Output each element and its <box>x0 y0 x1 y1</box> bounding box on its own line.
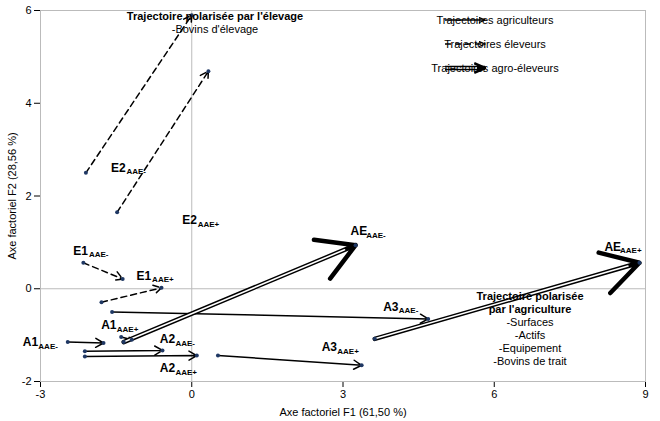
svg-text:A2: A2 <box>160 332 176 346</box>
svg-text:AAE-: AAE- <box>175 339 195 348</box>
svg-text:-Bovins d'élevage: -Bovins d'élevage <box>172 23 259 35</box>
svg-text:AAE+: AAE+ <box>175 368 197 377</box>
svg-text:Trajectoire polarisée par l'él: Trajectoire polarisée par l'élevage <box>127 10 303 22</box>
svg-text:AAE+: AAE+ <box>198 220 220 229</box>
svg-text:AAE-: AAE- <box>366 231 386 240</box>
svg-text:AAE-: AAE- <box>89 250 109 259</box>
svg-text:AAE-: AAE- <box>38 342 58 351</box>
svg-text:AAE+: AAE+ <box>117 325 139 334</box>
svg-text:0: 0 <box>25 282 31 294</box>
svg-text:par l'agriculture: par l'agriculture <box>489 303 572 315</box>
svg-text:Trajectoire polarisée: Trajectoire polarisée <box>477 290 584 302</box>
svg-text:-Actifs: -Actifs <box>515 329 546 341</box>
svg-text:6: 6 <box>25 4 31 16</box>
svg-text:4: 4 <box>25 97 31 109</box>
svg-text:-2: -2 <box>22 375 32 387</box>
svg-text:9: 9 <box>642 388 648 400</box>
svg-text:E2: E2 <box>111 161 126 175</box>
svg-text:6: 6 <box>491 388 497 400</box>
svg-text:-3: -3 <box>36 388 46 400</box>
svg-text:AAE-: AAE- <box>126 167 146 176</box>
svg-text:A3: A3 <box>383 300 399 314</box>
svg-text:A2: A2 <box>160 361 176 375</box>
svg-text:AAE-: AAE- <box>399 306 419 315</box>
svg-text:E2: E2 <box>182 213 197 227</box>
svg-text:-Bovins de trait: -Bovins de trait <box>493 355 566 367</box>
svg-text:Trajectoires éleveurs: Trajectoires éleveurs <box>444 38 546 50</box>
svg-text:3: 3 <box>340 388 346 400</box>
svg-text:AE: AE <box>604 240 621 254</box>
svg-text:Trajectoires agro-éleveurs: Trajectoires agro-éleveurs <box>431 62 559 74</box>
svg-text:2: 2 <box>25 190 31 202</box>
svg-text:A3: A3 <box>322 340 338 354</box>
svg-text:A1: A1 <box>101 318 117 332</box>
svg-text:0: 0 <box>189 388 195 400</box>
svg-text:AAE+: AAE+ <box>337 347 359 356</box>
svg-text:Axe factoriel F1 (61,50 %): Axe factoriel F1 (61,50 %) <box>279 406 406 418</box>
svg-text:AE: AE <box>351 224 368 238</box>
svg-text:Trajectoires agriculteurs: Trajectoires agriculteurs <box>437 14 554 26</box>
svg-text:-Surfaces: -Surfaces <box>506 316 554 328</box>
svg-text:Axe factoriel F2 (28,56 %): Axe factoriel F2 (28,56 %) <box>6 132 18 259</box>
svg-text:A1: A1 <box>23 335 39 349</box>
svg-text:E1: E1 <box>73 244 88 258</box>
svg-text:-Equipement: -Equipement <box>499 342 561 354</box>
svg-text:AAE+: AAE+ <box>620 246 642 255</box>
svg-text:E1: E1 <box>137 269 152 283</box>
svg-text:AAE+: AAE+ <box>152 275 174 284</box>
